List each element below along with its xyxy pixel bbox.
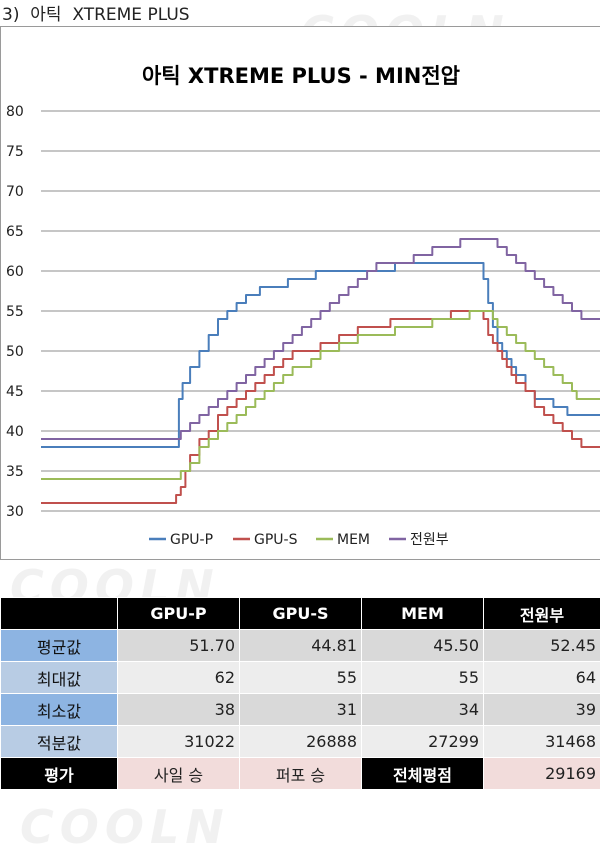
table-row: 적분값 31022 26888 27299 31468 — [1, 726, 600, 758]
table-header: GPU-S — [240, 598, 362, 630]
table-cell: 31468 — [484, 726, 600, 758]
y-tick-label: 40 — [6, 424, 24, 440]
y-tick-label: 30 — [6, 504, 24, 520]
series-lines — [41, 239, 600, 503]
section-heading: 3) 아틱 XTREME PLUS — [2, 0, 190, 25]
table-header: MEM — [362, 598, 484, 630]
series-line-MEM — [41, 311, 600, 479]
table-header-empty — [1, 598, 118, 630]
y-tick-label: 45 — [6, 384, 24, 400]
row-label: 적분값 — [1, 726, 118, 758]
line-chart: 아틱 XTREME PLUS - MIN전압 30 35 40 45 50 55 60 65 7… — [1, 27, 600, 559]
table-cell: 44.81 — [240, 630, 362, 662]
table-row: 최대값 62 55 55 64 — [1, 662, 600, 694]
table-cell: 64 — [484, 662, 600, 694]
table-cell: 26888 — [240, 726, 362, 758]
table-cell: 31022 — [118, 726, 240, 758]
row-label: 최대값 — [1, 662, 118, 694]
legend-label: GPU-P — [170, 532, 213, 548]
watermark: COOLN — [20, 800, 600, 860]
table-cell: 45.50 — [362, 630, 484, 662]
y-tick-label: 35 — [6, 464, 24, 480]
total-score-label: 전체평점 — [362, 758, 484, 790]
table-header: GPU-P — [118, 598, 240, 630]
evaluation-row: 평가 사일 승 퍼포 승 전체평점 29169 — [1, 758, 600, 790]
legend: GPU-P GPU-S MEM 전원부 — [149, 532, 449, 548]
y-tick-label: 65 — [6, 224, 24, 240]
eval-gpu-p: 사일 승 — [118, 758, 240, 790]
table-cell: 27299 — [362, 726, 484, 758]
y-tick-label: 55 — [6, 304, 24, 320]
legend-label: GPU-S — [254, 532, 298, 548]
legend-label: 전원부 — [410, 532, 449, 548]
eval-label: 평가 — [1, 758, 118, 790]
stats-table: GPU-P GPU-S MEM 전원부 평균값 51.70 44.81 45.5… — [0, 597, 600, 790]
table-cell: 34 — [362, 694, 484, 726]
row-label: 최소값 — [1, 694, 118, 726]
table-cell: 39 — [484, 694, 600, 726]
chart-title: 아틱 XTREME PLUS - MIN전압 — [142, 64, 460, 88]
table-cell: 62 — [118, 662, 240, 694]
y-tick-label: 70 — [6, 184, 24, 200]
table-cell: 55 — [240, 662, 362, 694]
table-cell: 55 — [362, 662, 484, 694]
y-tick-label: 60 — [6, 264, 24, 280]
row-label: 평균값 — [1, 630, 118, 662]
table-cell: 52.45 — [484, 630, 600, 662]
table-row: 최소값 38 31 34 39 — [1, 694, 600, 726]
table-row: 평균값 51.70 44.81 45.50 52.45 — [1, 630, 600, 662]
chart-area: 아틱 XTREME PLUS - MIN전압 30 35 40 45 50 55 60 65 7… — [0, 26, 600, 560]
table-cell: 38 — [118, 694, 240, 726]
eval-gpu-s: 퍼포 승 — [240, 758, 362, 790]
legend-label: MEM — [337, 532, 370, 548]
table-cell: 51.70 — [118, 630, 240, 662]
total-score-value: 29169 — [484, 758, 600, 790]
table-cell: 31 — [240, 694, 362, 726]
y-tick-label: 50 — [6, 344, 24, 360]
table-header: 전원부 — [484, 598, 600, 630]
y-axis-ticks: 30 35 40 45 50 55 60 65 70 75 80 — [6, 104, 24, 520]
table-header-row: GPU-P GPU-S MEM 전원부 — [1, 598, 600, 630]
y-tick-label: 75 — [6, 144, 24, 160]
y-tick-label: 80 — [6, 104, 24, 120]
